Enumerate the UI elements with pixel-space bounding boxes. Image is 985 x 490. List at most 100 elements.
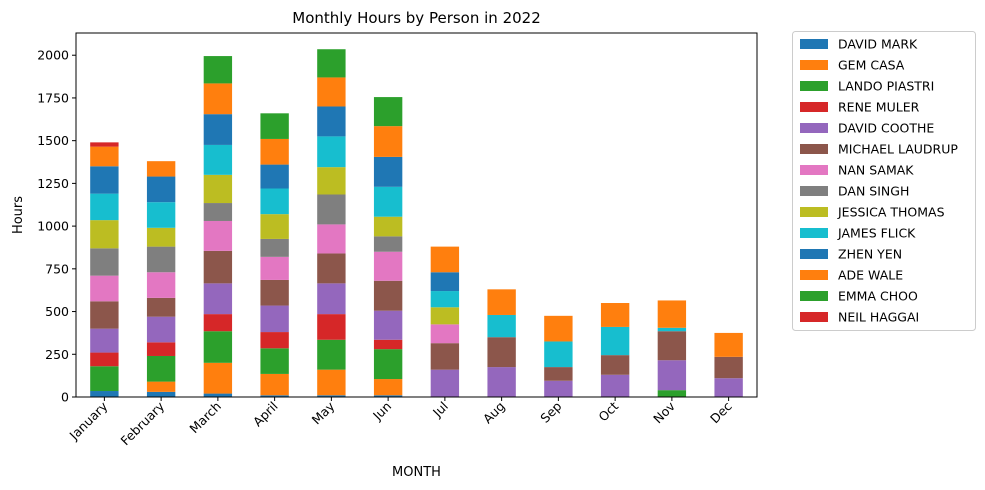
- bar-segment: [317, 224, 346, 254]
- bar-segment: [600, 303, 630, 327]
- bar-segment: [317, 194, 346, 225]
- x-axis-ticks: January February March April May Jun Jul Aug Sep…: [66, 397, 735, 448]
- legend-label: LANDO PIASTRI: [838, 79, 934, 94]
- bar-segment: [373, 339, 403, 350]
- bar-segment: [146, 381, 176, 392]
- y-tick-label: 1750: [37, 90, 69, 105]
- bar-segment: [373, 216, 403, 237]
- x-tick-label: May: [309, 398, 338, 427]
- bar-segment: [90, 275, 119, 302]
- bar-segment: [600, 374, 630, 397]
- bar-segment: [544, 315, 573, 342]
- bar-segment: [373, 236, 403, 252]
- bar-segment: [203, 144, 233, 175]
- bar-segment: [260, 305, 289, 333]
- bar-segment: [90, 366, 119, 392]
- bar-segment: [146, 316, 176, 343]
- bar-segment: [373, 97, 403, 127]
- legend-swatch: [800, 39, 828, 49]
- bar-segment: [146, 342, 176, 356]
- bar-segment: [600, 355, 630, 375]
- bar-segment: [146, 161, 176, 177]
- legend-swatch: [800, 144, 828, 154]
- bar-segment: [657, 300, 687, 328]
- legend-label: DAVID MARK: [838, 37, 918, 52]
- bar-segment: [203, 362, 233, 394]
- bar-segment: [90, 328, 119, 353]
- bar-segment: [260, 238, 289, 257]
- bar-segment: [487, 289, 516, 315]
- bar-segment: [260, 256, 289, 280]
- bar-segment: [260, 279, 289, 306]
- bar-segment: [203, 83, 233, 115]
- bar-segment: [430, 324, 460, 344]
- y-tick-label: 1000: [37, 219, 69, 234]
- bar-segment: [260, 373, 289, 396]
- bar-segment: [90, 391, 119, 397]
- y-tick-label: 500: [45, 304, 69, 319]
- bar-segment: [203, 56, 233, 84]
- bar-segment: [373, 395, 403, 397]
- y-tick-label: 0: [61, 390, 69, 405]
- bar-segment: [317, 49, 346, 78]
- bar-segment: [487, 367, 516, 397]
- bar-segment: [714, 378, 743, 397]
- y-tick-label: 750: [45, 261, 69, 276]
- y-axis-ticks: 0 250 500 750 1000 1250 1500 1750 2000: [37, 48, 76, 405]
- bar-segment: [203, 220, 233, 251]
- bars-group: [90, 49, 743, 397]
- y-tick-label: 250: [45, 347, 69, 362]
- bar-segment: [487, 337, 516, 368]
- y-axis-label: Hours: [11, 196, 26, 234]
- bar-segment: [90, 193, 119, 221]
- bar-segment: [373, 310, 403, 340]
- bar-segment: [373, 186, 403, 217]
- legend-label: MICHAEL LAUDRUP: [838, 142, 958, 157]
- legend-swatch: [800, 81, 828, 91]
- bar-segment: [90, 166, 119, 194]
- legend-swatch: [800, 312, 828, 322]
- legend-label: ADE WALE: [838, 268, 903, 283]
- bar-segment: [90, 220, 119, 249]
- bar-segment: [146, 272, 176, 298]
- bar-segment: [430, 246, 460, 273]
- legend-label: EMMA CHOO: [838, 289, 918, 304]
- bar-segment: [146, 391, 176, 397]
- bar-segment: [544, 380, 573, 397]
- bar-segment: [260, 113, 289, 139]
- legend-swatch: [800, 228, 828, 238]
- bar-segment: [317, 339, 346, 370]
- x-tick-label: Jul: [429, 399, 451, 421]
- bar-segment: [317, 283, 346, 315]
- bar-segment: [317, 167, 346, 195]
- legend-label: DAVID COOTHE: [838, 121, 934, 136]
- bar-segment: [317, 395, 346, 397]
- bar-segment: [317, 369, 346, 396]
- bar-segment: [373, 280, 403, 311]
- legend-swatch: [800, 60, 828, 70]
- bar-segment: [430, 272, 460, 292]
- bar-segment: [203, 393, 233, 397]
- bar-segment: [430, 291, 460, 308]
- bar-segment: [544, 341, 573, 368]
- bar-segment: [544, 367, 573, 381]
- bar-segment: [203, 331, 233, 363]
- bar-segment: [317, 77, 346, 107]
- y-tick-label: 1250: [37, 176, 69, 191]
- x-tick-label: January: [66, 398, 111, 443]
- legend-label: NEIL HAGGAI: [838, 310, 919, 325]
- bar-segment: [203, 174, 233, 204]
- legend-swatch: [800, 186, 828, 196]
- x-tick-label: Nov: [650, 398, 678, 426]
- bar-segment: [317, 136, 346, 168]
- bar-segment: [317, 253, 346, 284]
- legend: DAVID MARK GEM CASA LANDO PIASTRI RENE MULE…: [792, 31, 976, 331]
- legend-label: RENE MULER: [838, 100, 920, 115]
- bar-segment: [203, 314, 233, 332]
- bar-segment: [260, 395, 289, 397]
- legend-swatch: [800, 102, 828, 112]
- x-tick-label: Oct: [595, 398, 621, 424]
- x-tick-label: Jun: [369, 399, 394, 424]
- legend-label: JAMES FLICK: [837, 226, 916, 241]
- x-axis-label: MONTH: [392, 465, 441, 480]
